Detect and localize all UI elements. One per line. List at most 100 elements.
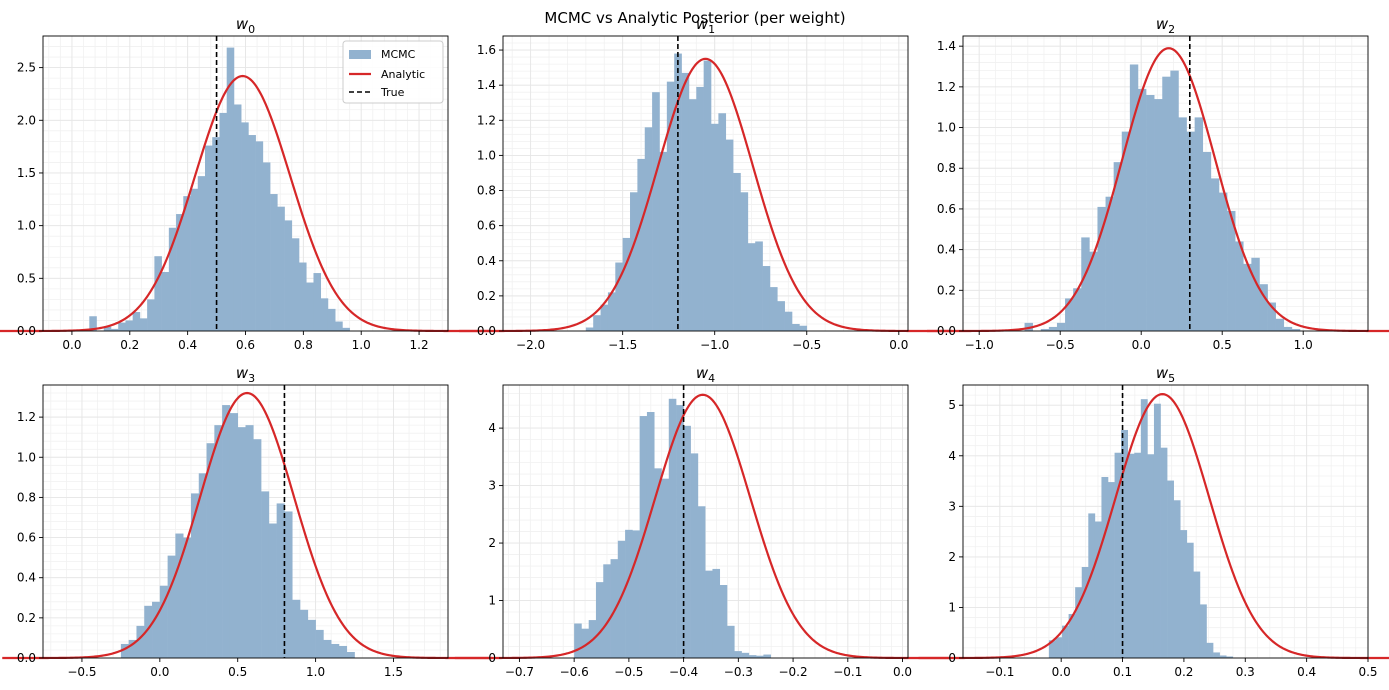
hist-bar bbox=[1251, 257, 1260, 331]
panel-title-symbol: w bbox=[696, 364, 709, 382]
hist-bar bbox=[277, 206, 285, 331]
y-tick-label: 0.4 bbox=[477, 254, 496, 268]
x-tick-label: −0.4 bbox=[669, 665, 698, 679]
hist-bar bbox=[306, 282, 314, 331]
x-tick-label: 0.5 bbox=[1358, 665, 1377, 679]
hist-bar bbox=[1162, 76, 1171, 331]
hist-bar bbox=[1134, 452, 1142, 658]
hist-bar bbox=[1101, 477, 1109, 658]
y-tick-label: 5 bbox=[948, 398, 956, 412]
x-tick-label: −0.5 bbox=[1046, 338, 1075, 352]
x-tick-label: −0.5 bbox=[67, 665, 96, 679]
hist-bar bbox=[206, 443, 215, 658]
hist-bar bbox=[1089, 251, 1098, 331]
hist-bar bbox=[676, 405, 684, 658]
hist-bar bbox=[1202, 151, 1212, 331]
legend-label-analytic: Analytic bbox=[381, 68, 425, 81]
y-tick-label: 0 bbox=[948, 651, 956, 665]
hist-bar bbox=[595, 582, 604, 658]
y-tick-label: 0.6 bbox=[937, 202, 956, 216]
x-tick-label: 0.4 bbox=[178, 338, 197, 352]
hist-bar bbox=[219, 112, 227, 331]
hist-bar bbox=[154, 256, 162, 331]
hist-bar bbox=[331, 643, 340, 658]
hist-bar bbox=[630, 192, 638, 331]
hist-bar bbox=[307, 619, 316, 658]
hist-bar bbox=[276, 503, 285, 658]
hist-bar bbox=[585, 327, 594, 331]
hist-bar bbox=[1259, 284, 1268, 331]
hist-bar bbox=[1267, 302, 1276, 331]
analytic-curve bbox=[459, 57, 952, 333]
y-tick-label: 4 bbox=[488, 421, 496, 435]
hist-bar bbox=[622, 237, 631, 331]
axes-frame bbox=[502, 384, 909, 659]
x-tick-label: 1.2 bbox=[410, 338, 429, 352]
hist-bar bbox=[237, 427, 246, 658]
hist-bar bbox=[175, 533, 184, 658]
hist-bar bbox=[741, 652, 750, 658]
panel-title: w0 bbox=[236, 15, 255, 36]
x-tick-label: 1.0 bbox=[1294, 338, 1313, 352]
analytic-curve bbox=[918, 392, 1389, 660]
hist-bar bbox=[168, 227, 177, 331]
hist-bar bbox=[1113, 162, 1123, 331]
hist-bar bbox=[346, 651, 355, 658]
axes-frame bbox=[502, 35, 909, 332]
hist-bar bbox=[703, 60, 712, 331]
y-tick-label: 2 bbox=[948, 550, 956, 564]
hist-bar bbox=[661, 478, 670, 658]
hist-bar bbox=[799, 325, 808, 331]
hist-bar bbox=[144, 605, 153, 658]
hist-bar bbox=[183, 537, 192, 658]
hist-bar bbox=[681, 72, 690, 332]
hist-bar bbox=[212, 137, 220, 331]
y-tick-label: 2.5 bbox=[17, 61, 36, 75]
x-tick-label: −1.0 bbox=[965, 338, 994, 352]
y-tick-label: 2.0 bbox=[17, 113, 36, 127]
x-tick-label: −0.2 bbox=[778, 665, 807, 679]
y-tick-label: 2 bbox=[488, 536, 496, 550]
axes-frame bbox=[962, 384, 1369, 659]
hist-bar bbox=[132, 312, 141, 331]
x-tick-label: −0.5 bbox=[792, 338, 821, 352]
hist-bar bbox=[1127, 453, 1135, 658]
hist-bar bbox=[668, 398, 677, 658]
legend: MCMC Analytic True bbox=[342, 40, 444, 104]
hist-bar bbox=[320, 298, 329, 331]
hist-bar bbox=[268, 523, 277, 658]
hist-bar bbox=[690, 453, 699, 658]
y-tick-label: 0 bbox=[488, 651, 496, 665]
hist-bar bbox=[659, 151, 668, 331]
hist-bar bbox=[666, 81, 675, 332]
hist-bar bbox=[342, 327, 350, 331]
hist-bar bbox=[1105, 196, 1114, 331]
hist-bar bbox=[190, 493, 200, 658]
hist-bar bbox=[1073, 288, 1082, 331]
y-tick-label: 4 bbox=[948, 449, 956, 463]
x-tick-label: 0.0 bbox=[889, 338, 908, 352]
x-tick-label: 0.0 bbox=[62, 338, 81, 352]
panel-title: w2 bbox=[1156, 15, 1175, 36]
legend-label-mcmc: MCMC bbox=[381, 48, 416, 61]
panel-title-subscript: 1 bbox=[708, 23, 715, 36]
hist-bar bbox=[198, 473, 207, 658]
hist-bar bbox=[712, 568, 721, 658]
y-tick-label: 1.0 bbox=[17, 219, 36, 233]
panel-title-subscript: 2 bbox=[1168, 23, 1175, 36]
hist-bar bbox=[1097, 206, 1106, 331]
hist-bar bbox=[226, 47, 235, 332]
hist-bar bbox=[1081, 567, 1089, 658]
y-tick-label: 0.8 bbox=[937, 161, 956, 175]
hist-bar bbox=[261, 491, 270, 658]
x-tick-label: 1.5 bbox=[384, 665, 403, 679]
hist-bar bbox=[323, 639, 332, 658]
y-tick-label: 1.4 bbox=[477, 78, 496, 92]
hist-bar bbox=[1065, 298, 1074, 331]
hist-bar bbox=[1146, 95, 1155, 331]
hist-bar bbox=[603, 564, 611, 658]
y-tick-label: 1.2 bbox=[17, 410, 36, 424]
hist-bar bbox=[644, 127, 653, 331]
hist-bar bbox=[1180, 530, 1188, 658]
